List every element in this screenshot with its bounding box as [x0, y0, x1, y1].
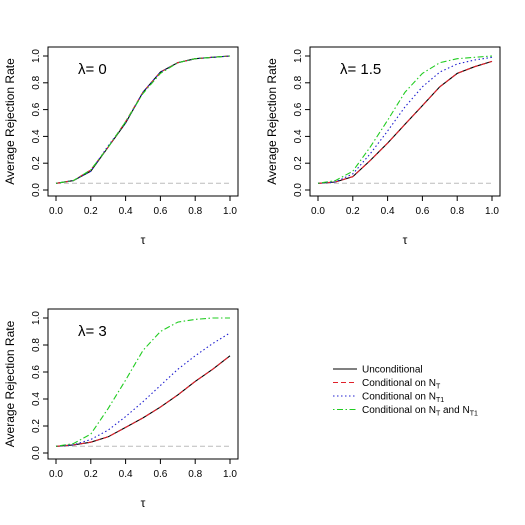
series-line-dashed	[55, 355, 231, 447]
x-tick-label: 0.2	[84, 206, 98, 217]
legend-label-subscript: T1	[470, 411, 478, 418]
y-tick-label: 1.0	[31, 49, 42, 63]
y-tick-label: 0.2	[31, 419, 42, 433]
y-tick-label: 0.8	[293, 75, 304, 89]
legend-label-text-after: and N	[440, 405, 469, 416]
y-tick-label: 1.0	[31, 311, 42, 325]
x-tick-label: 0.8	[188, 206, 202, 217]
legend-label-text: Conditional on N	[362, 392, 436, 403]
chart-panel-2: 0.0 0.2 0.4 0.6 0.8 1.0 0.0 0.2 0.4 0.6 0.8 1.0 τ Ave…	[265, 46, 501, 247]
y-tick-label: 0.2	[293, 156, 304, 170]
y-tick-label: 0.0	[31, 183, 42, 197]
legend-label-text: Unconditional	[362, 365, 423, 376]
x-axis-label: τ	[141, 233, 146, 247]
chart-panel-3: 0.0 0.2 0.4 0.6 0.8 1.0 0.0 0.2 0.4 0.6 0.8 1.0 τ Ave…	[3, 308, 239, 510]
panel-annotation: λ= 3	[78, 323, 107, 340]
x-tick-label: 0.2	[346, 206, 360, 217]
y-tick-label: 0.6	[293, 102, 304, 116]
y-tick-label: 0.8	[31, 75, 42, 89]
legend-label: Conditional on NT	[362, 378, 441, 391]
legend-label-subscript: T	[436, 384, 441, 391]
x-tick-label: 0.8	[188, 469, 202, 480]
x-tick-label: 0.4	[119, 469, 133, 480]
y-tick-label: 0.8	[31, 338, 42, 352]
series-line-dotted	[55, 55, 231, 184]
x-axis-label: τ	[141, 496, 146, 510]
panel-annotation: λ= 1.5	[340, 61, 381, 78]
legend-label: Unconditional	[362, 365, 423, 376]
y-tick-label: 0.4	[31, 129, 42, 143]
y-tick-label: 0.4	[31, 392, 42, 406]
series-line-dotdash	[55, 55, 231, 184]
series-line-dotdash	[317, 55, 493, 184]
plot-frame	[47, 46, 239, 197]
chart-panel-1: 0.0 0.2 0.4 0.6 0.8 1.0 0.0 0.2 0.4 0.6 0.8 1.0 τ Ave…	[3, 46, 239, 247]
series-line-dotted	[317, 56, 493, 184]
legend-label-text: Conditional on N	[362, 378, 436, 389]
x-tick-label: 0.6	[153, 469, 167, 480]
x-tick-label: 0.0	[49, 206, 63, 217]
x-tick-label: 1.0	[223, 469, 237, 480]
x-tick-label: 0.8	[450, 206, 464, 217]
y-axis-label: Average Rejection Rate	[3, 320, 17, 447]
series-line-dashed	[317, 60, 493, 184]
y-tick-label: 0.0	[293, 183, 304, 197]
plot-frame	[309, 46, 501, 197]
legend-label: Conditional on NT and NT1	[362, 405, 478, 418]
y-axis-label: Average Rejection Rate	[265, 58, 279, 185]
series-line-dotdash	[55, 317, 230, 447]
plot-frame	[47, 308, 239, 460]
x-axis-label: τ	[403, 233, 408, 247]
x-tick-label: 0.2	[84, 469, 98, 480]
x-tick-label: 0.4	[381, 206, 395, 217]
x-tick-label: 0.6	[415, 206, 429, 217]
panel-annotation: λ= 0	[78, 61, 107, 78]
series-line-dotted	[55, 332, 231, 447]
x-tick-label: 0.6	[153, 206, 167, 217]
x-tick-label: 0.0	[49, 469, 63, 480]
y-tick-label: 0.6	[31, 365, 42, 379]
series-line-solid	[317, 60, 493, 184]
y-tick-label: 0.6	[31, 102, 42, 116]
legend-label: Conditional on NT1	[362, 392, 444, 405]
legend-label-subscript: T	[436, 411, 441, 418]
legend-label-text: Conditional on N	[362, 405, 436, 416]
y-tick-label: 0.2	[31, 156, 42, 170]
x-tick-label: 0.4	[119, 206, 133, 217]
x-tick-label: 0.0	[311, 206, 325, 217]
y-axis-label: Average Rejection Rate	[3, 58, 17, 185]
y-tick-label: 1.0	[293, 49, 304, 63]
y-tick-label: 0.4	[293, 129, 304, 143]
y-tick-label: 0.0	[31, 446, 42, 460]
x-tick-label: 1.0	[223, 206, 237, 217]
legend-label-subscript: T1	[436, 397, 444, 404]
x-tick-label: 1.0	[485, 206, 499, 217]
